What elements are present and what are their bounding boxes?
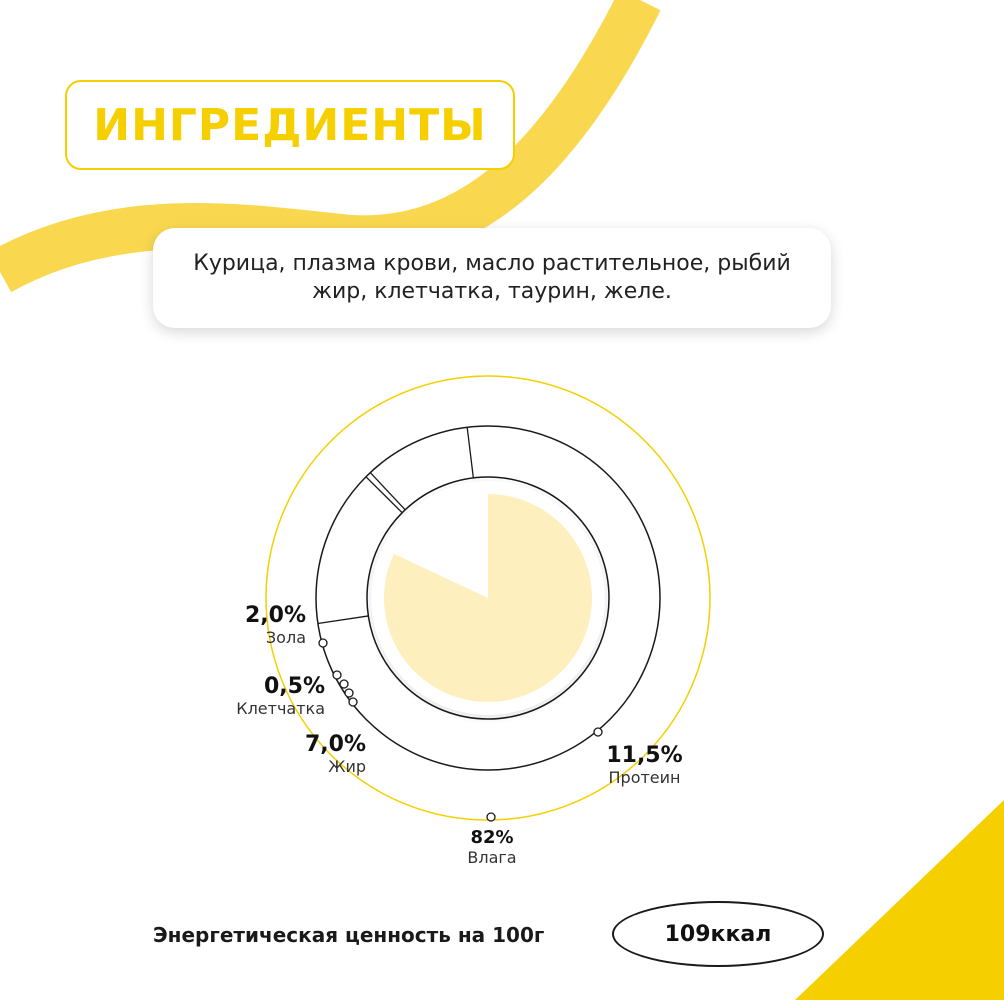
ingredients-card: Курица, плазма крови, масло растительное… bbox=[153, 228, 831, 328]
label-ash-pct: 2,0% bbox=[244, 603, 306, 628]
ring-divider-fat bbox=[365, 476, 403, 514]
ring-outline-inner bbox=[366, 476, 610, 720]
energy-value-pill: 109ккал bbox=[612, 901, 824, 967]
label-protein-name: Протеин bbox=[608, 768, 681, 787]
label-ash: 2,0% Зола bbox=[226, 604, 306, 648]
label-moisture: 82% Влага bbox=[462, 828, 522, 868]
energy-value: 109ккал bbox=[664, 921, 772, 947]
ingredients-text: Курица, плазма крови, масло растительное… bbox=[193, 251, 791, 304]
corner-triangle bbox=[795, 800, 1004, 1000]
marker-fiber-c bbox=[344, 688, 354, 698]
label-fat-pct: 7,0% bbox=[304, 732, 366, 757]
ring-outline-outer bbox=[315, 425, 661, 771]
label-fiber: 0,5% Клетчатка bbox=[210, 675, 325, 719]
label-fat: 7,0% Жир bbox=[282, 733, 366, 777]
label-ash-name: Зола bbox=[265, 628, 306, 647]
inner-pie-slice-moisture bbox=[384, 494, 593, 702]
marker-ash bbox=[318, 638, 328, 648]
title-box: ИНГРЕДИЕНТЫ bbox=[65, 80, 515, 170]
marker-protein bbox=[593, 727, 603, 737]
marker-fiber-a bbox=[332, 670, 342, 680]
ring-segments bbox=[317, 427, 474, 625]
marker-fiber-b bbox=[339, 679, 349, 689]
energy-label: Энергетическая ценность на 100г bbox=[153, 923, 545, 947]
label-protein: 11,5% Протеин bbox=[592, 744, 697, 788]
label-fat-name: Жир bbox=[328, 757, 366, 776]
page-title: ИНГРЕДИЕНТЫ bbox=[93, 99, 487, 151]
label-moisture-pct: 82% bbox=[470, 827, 514, 848]
marker-fat bbox=[348, 697, 358, 707]
label-moisture-name: Влага bbox=[467, 848, 517, 867]
ring-divider-protein bbox=[317, 615, 369, 625]
marker-moisture bbox=[486, 812, 496, 822]
ring-divider-ash bbox=[466, 427, 474, 478]
ring-divider-fiber bbox=[369, 472, 406, 511]
label-fiber-pct: 0,5% bbox=[263, 674, 325, 699]
label-markers bbox=[318, 638, 603, 822]
label-protein-pct: 11,5% bbox=[606, 743, 683, 768]
label-fiber-name: Клетчатка bbox=[236, 699, 325, 718]
